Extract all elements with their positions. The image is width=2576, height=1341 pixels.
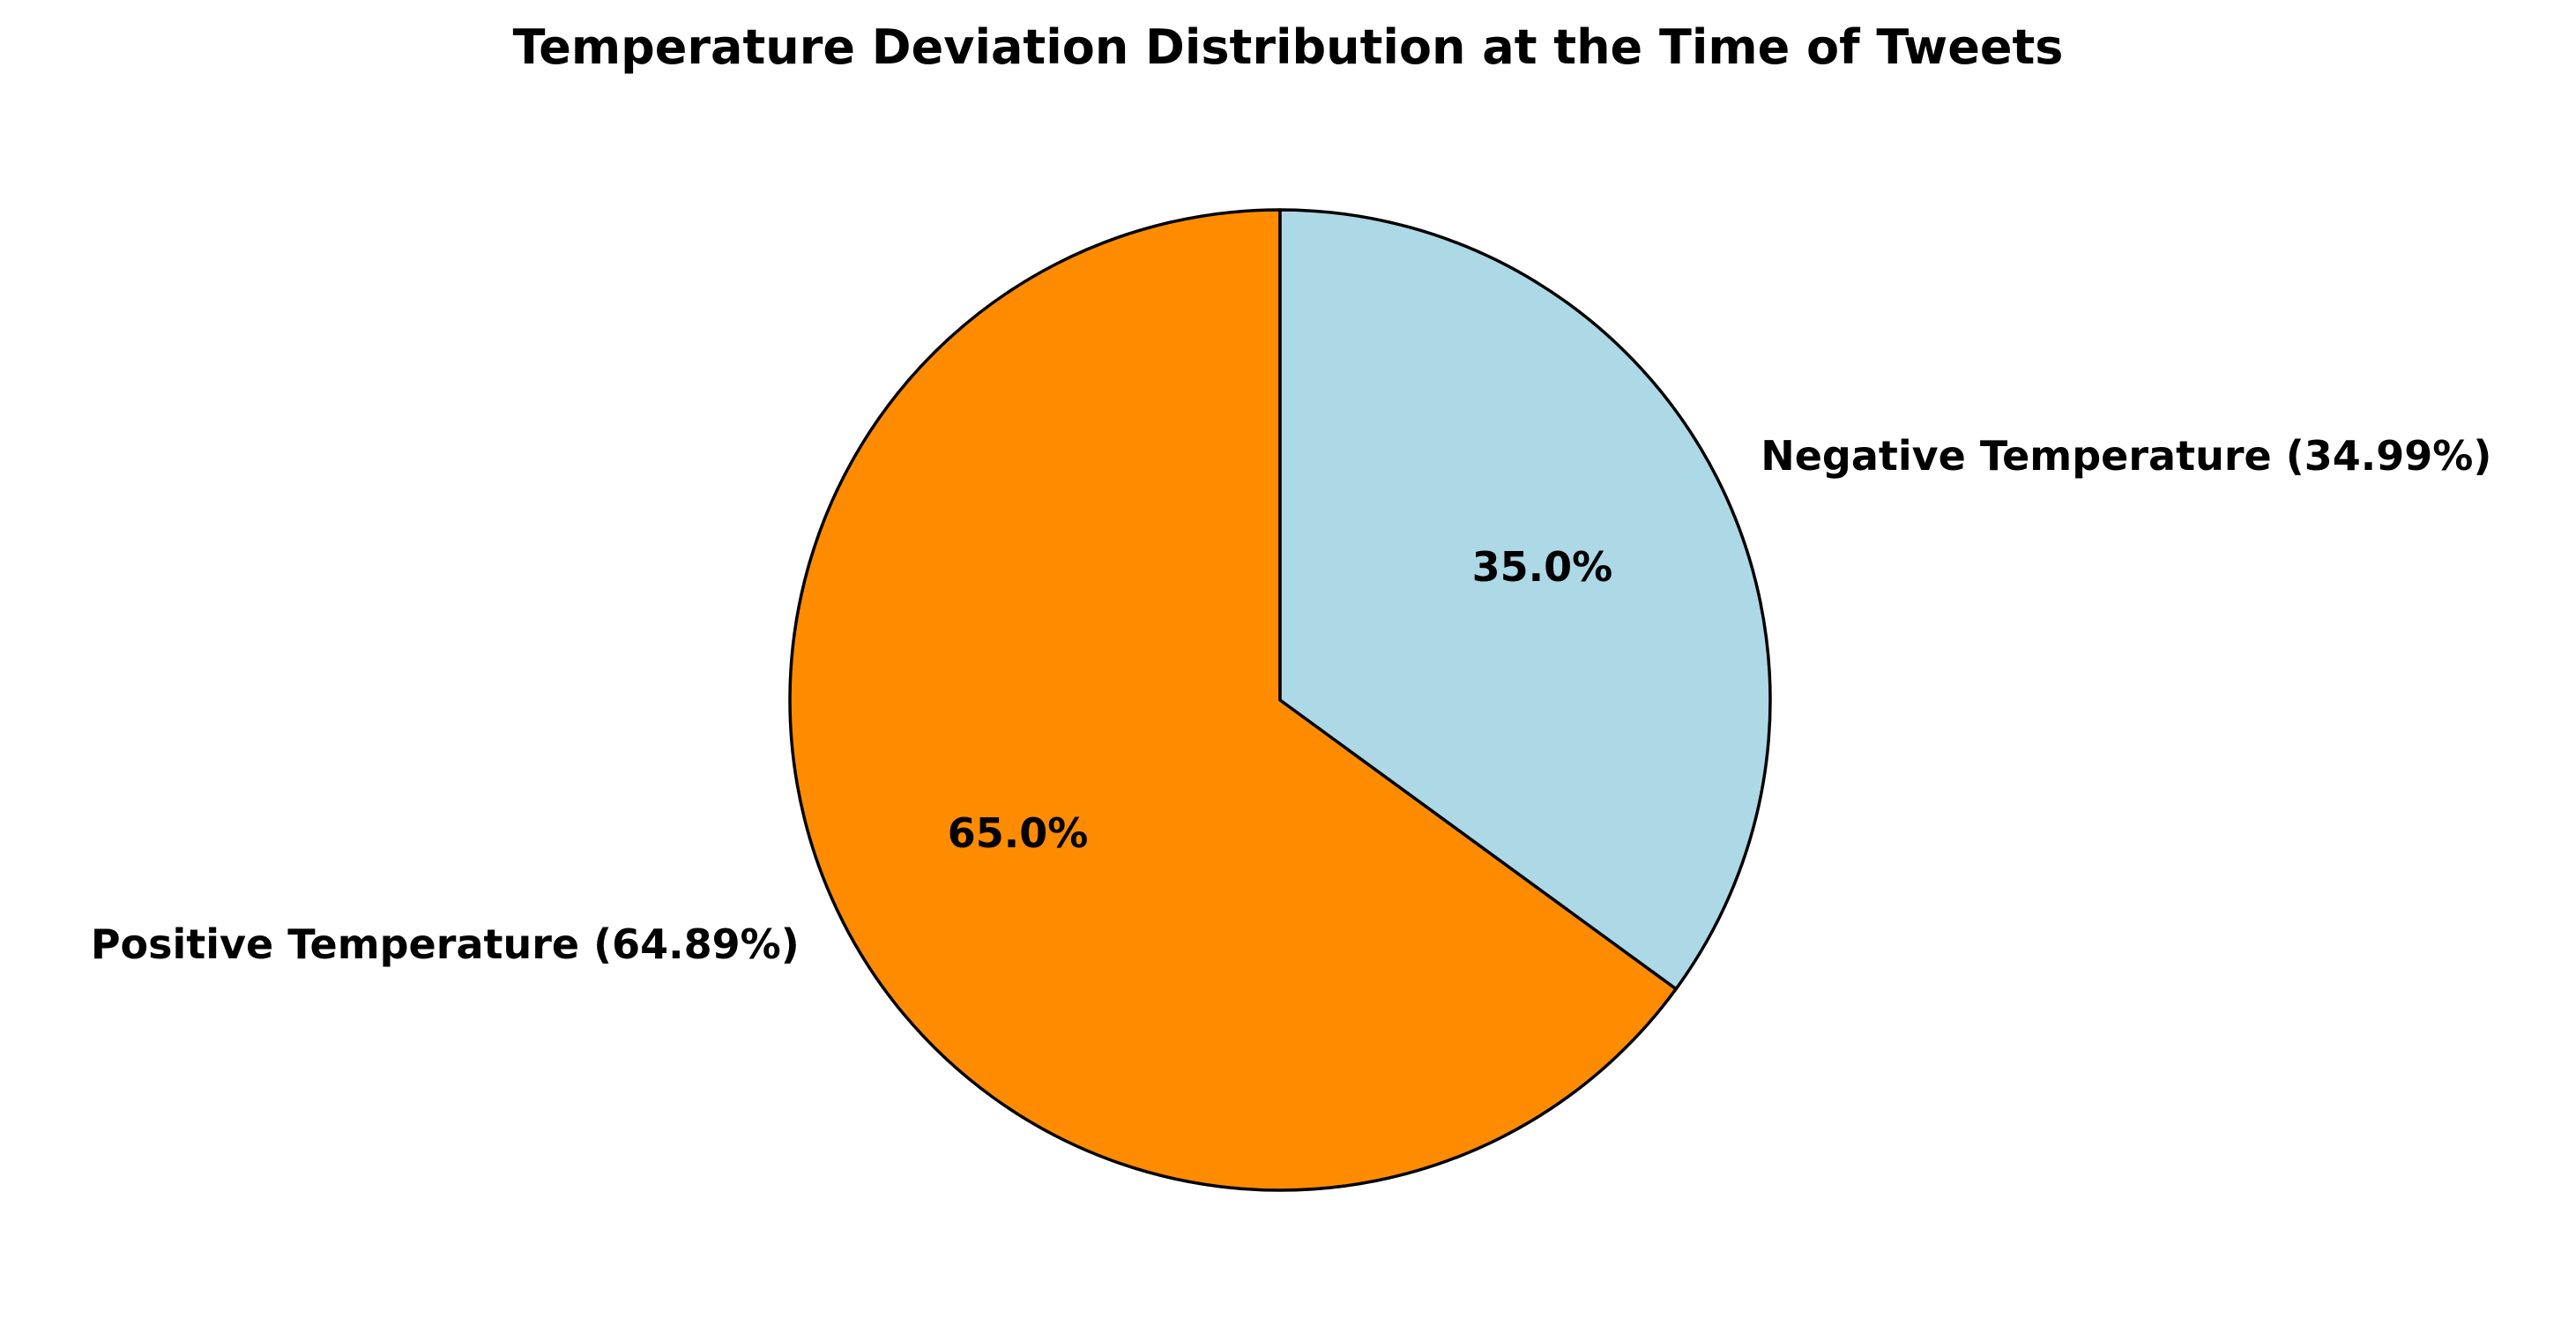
chart-title: Temperature Deviation Distribution at th… <box>512 19 2064 75</box>
pie-slice-negative <box>1278 208 1772 991</box>
pct-label-positive: 65.0% <box>948 809 1089 857</box>
pie-slice-positive <box>788 208 1678 1192</box>
pct-label-negative: 35.0% <box>1472 543 1613 591</box>
slice-label-positive: Positive Temperature (64.89%) <box>91 920 800 968</box>
slice-label-negative: Negative Temperature (34.99%) <box>1761 432 2491 480</box>
